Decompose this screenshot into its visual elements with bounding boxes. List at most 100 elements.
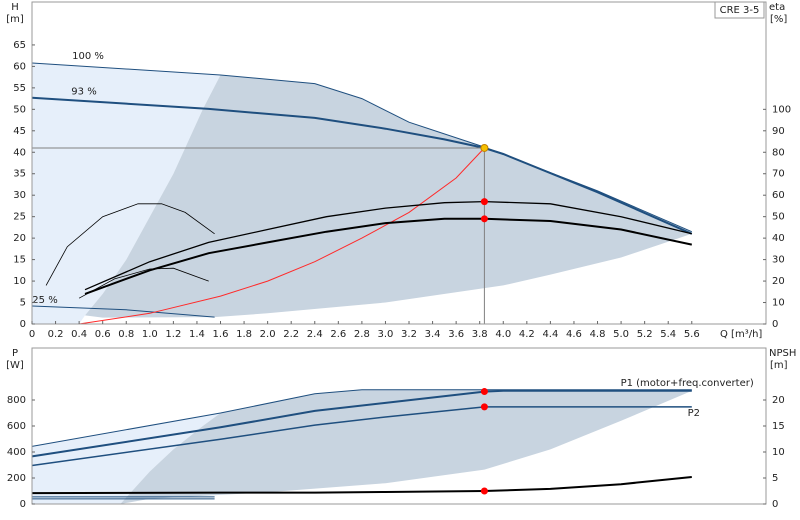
x-tick-label: 4.8 — [590, 329, 606, 340]
y2-axis-label: NPSH — [769, 348, 796, 359]
x-tick-label: 5.4 — [660, 329, 676, 340]
point — [480, 487, 488, 495]
x-tick-label: 0 — [29, 329, 35, 340]
y2-tick-label: 60 — [772, 190, 785, 201]
y-tick-label: 35 — [13, 169, 26, 180]
y2-tick-label: 80 — [772, 147, 785, 158]
x-tick-label: 5.2 — [637, 329, 653, 340]
y2-tick-label: 40 — [772, 233, 785, 244]
y2-axis-label: eta — [769, 2, 785, 13]
y2-tick-label: 70 — [772, 169, 785, 180]
y-axis-label: H — [11, 2, 19, 13]
y2-tick-label: 20 — [772, 395, 785, 406]
y-tick-label: 20 — [13, 233, 26, 244]
y-tick-label: 15 — [13, 255, 26, 266]
y2-tick-label: 10 — [772, 447, 785, 458]
curve — [84, 200, 692, 291]
x-tick-label: 2.6 — [330, 329, 346, 340]
curve — [31, 476, 692, 495]
y-tick-label: 45 — [13, 126, 26, 137]
point — [480, 403, 488, 411]
y-tick-label: 200 — [7, 473, 26, 484]
x-tick-label: 2.4 — [307, 329, 323, 340]
x-tick-label: 0.2 — [48, 329, 64, 340]
x-tick-label: 1.0 — [142, 329, 158, 340]
point — [480, 215, 488, 223]
x-tick-label: 0.4 — [71, 329, 87, 340]
curve — [31, 389, 692, 458]
curve — [31, 305, 215, 318]
plot-frame — [31, 1, 767, 325]
y-tick-label: 50 — [13, 104, 26, 115]
curve — [31, 96, 693, 235]
y2-tick-label: 30 — [772, 255, 785, 266]
y-tick-label: 30 — [13, 190, 26, 201]
x-tick-label: 1.8 — [236, 329, 252, 340]
curve — [79, 147, 485, 325]
title-box — [714, 1, 765, 19]
y2-tick-label: 90 — [772, 126, 785, 137]
x-tick-label: 2.0 — [260, 329, 276, 340]
x-tick-label: 3.8 — [472, 329, 488, 340]
curve — [45, 203, 215, 286]
y-axis-unit: [m] — [6, 14, 24, 25]
curve-label: P1 (motor+freq.converter) — [621, 378, 754, 389]
point — [480, 198, 488, 206]
y-tick-label: 40 — [13, 147, 26, 158]
curve-label: 93 % — [71, 87, 96, 98]
x-tick-label: 3.4 — [425, 329, 441, 340]
curve-label: P2 — [688, 408, 700, 419]
y2-tick-label: 5 — [772, 473, 778, 484]
x-tick-label: 3.6 — [448, 329, 464, 340]
y-tick-label: 0 — [20, 319, 26, 330]
point — [480, 388, 488, 396]
x-tick-label: 0.6 — [95, 329, 111, 340]
y2-tick-label: 15 — [772, 421, 785, 432]
area — [85, 75, 692, 318]
curve — [78, 267, 209, 299]
curve-label: 25 % — [32, 295, 57, 306]
y-tick-label: 25 — [13, 212, 26, 223]
y-tick-label: 800 — [7, 395, 26, 406]
y-tick-label: 400 — [7, 447, 26, 458]
x-tick-label: 4.4 — [542, 329, 558, 340]
y2-tick-label: 50 — [772, 212, 785, 223]
chart-title: CRE 3-5 — [720, 5, 760, 16]
x-tick-label: 5.0 — [613, 329, 629, 340]
y-axis-label: P — [12, 348, 18, 359]
point — [480, 143, 489, 152]
curve — [31, 389, 692, 447]
x-tick-label: 4.0 — [495, 329, 511, 340]
curve-label: 100 % — [72, 51, 104, 62]
x-tick-label: 2.8 — [354, 329, 370, 340]
y-tick-label: 10 — [13, 276, 26, 287]
y-tick-label: 55 — [13, 83, 26, 94]
curve — [84, 217, 693, 295]
curve — [31, 406, 692, 467]
x-tick-label: 4.2 — [519, 329, 535, 340]
x-tick-label: 0.8 — [118, 329, 134, 340]
area — [32, 413, 221, 504]
y2-tick-label: 0 — [772, 499, 778, 510]
x-tick-label: 2.2 — [283, 329, 299, 340]
x-tick-label: 1.2 — [165, 329, 181, 340]
x-tick-label: 3.0 — [377, 329, 393, 340]
x-tick-label: 1.4 — [189, 329, 205, 340]
y-tick-label: 60 — [13, 61, 26, 72]
y-tick-label: 65 — [13, 40, 26, 51]
y2-tick-label: 10 — [772, 298, 785, 309]
x-tick-label: 1.6 — [213, 329, 229, 340]
y-tick-label: 0 — [20, 499, 26, 510]
y2-axis-unit: [%] — [770, 14, 787, 25]
y2-axis-unit: [m] — [770, 360, 788, 371]
y2-tick-label: 100 — [772, 104, 791, 115]
area — [32, 63, 221, 324]
y2-tick-label: 20 — [772, 276, 785, 287]
y-tick-label: 5 — [20, 298, 26, 309]
x-tick-label: 3.2 — [401, 329, 417, 340]
x-axis-label: Q [m³/h] — [720, 329, 762, 340]
x-tick-label: 4.6 — [566, 329, 582, 340]
area — [120, 389, 692, 504]
